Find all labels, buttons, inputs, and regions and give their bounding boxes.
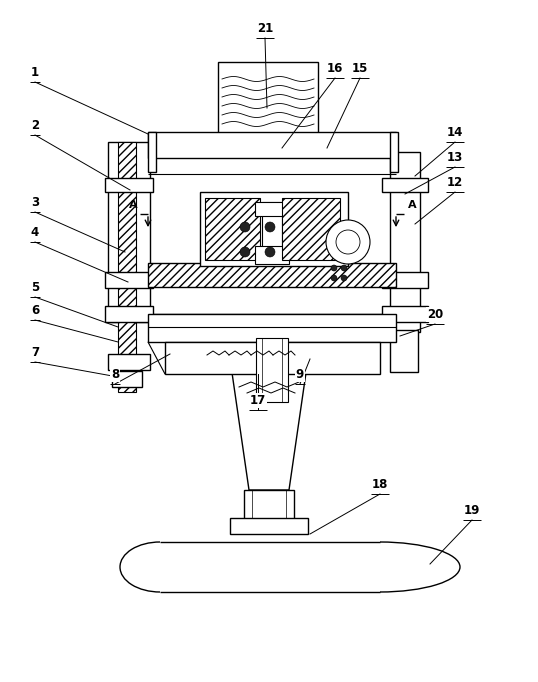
Bar (390, 152, 420, 332)
Text: 5: 5 (31, 281, 39, 294)
Bar (205, 198, 260, 260)
Bar (218, 62, 318, 134)
Circle shape (240, 222, 250, 232)
Text: 1: 1 (31, 66, 39, 79)
Text: 20: 20 (427, 308, 443, 321)
Bar (148, 154, 396, 314)
Text: 13: 13 (447, 151, 463, 164)
Bar (382, 178, 428, 192)
Bar (108, 142, 150, 322)
Bar (105, 178, 153, 192)
Circle shape (341, 265, 347, 271)
Bar (148, 314, 396, 342)
Bar (244, 490, 294, 520)
Text: 16: 16 (327, 62, 343, 75)
Text: 7: 7 (31, 346, 39, 359)
Text: 19: 19 (464, 504, 480, 517)
Bar (148, 132, 156, 172)
Circle shape (336, 230, 360, 254)
Bar (390, 330, 418, 372)
Polygon shape (300, 342, 348, 374)
Bar (390, 132, 398, 172)
Bar (382, 306, 428, 322)
Text: A: A (408, 200, 416, 210)
Bar (255, 246, 289, 264)
Bar (262, 202, 282, 252)
Bar (200, 192, 348, 266)
Bar (255, 202, 289, 216)
Bar (105, 306, 153, 322)
Bar (118, 142, 136, 392)
Circle shape (341, 275, 347, 281)
Circle shape (326, 220, 370, 264)
Text: 3: 3 (31, 196, 39, 209)
Text: 12: 12 (447, 176, 463, 189)
Circle shape (331, 265, 337, 271)
Text: 17: 17 (250, 394, 266, 407)
Text: 2: 2 (31, 119, 39, 132)
Text: 14: 14 (447, 126, 463, 139)
Text: 15: 15 (352, 62, 368, 75)
Bar (148, 263, 396, 287)
Text: 9: 9 (296, 368, 304, 381)
Circle shape (265, 247, 275, 257)
Bar (256, 338, 288, 402)
Bar (230, 518, 308, 534)
Circle shape (240, 247, 250, 257)
Circle shape (265, 222, 275, 232)
Bar (148, 132, 396, 158)
Text: A: A (129, 200, 137, 210)
Circle shape (331, 275, 337, 281)
Bar (382, 272, 428, 288)
Text: 6: 6 (31, 304, 39, 317)
Bar (112, 371, 142, 387)
Text: 18: 18 (372, 478, 388, 491)
Polygon shape (148, 342, 208, 374)
Bar (165, 342, 380, 374)
Text: 4: 4 (31, 226, 39, 239)
Text: 21: 21 (257, 22, 273, 35)
Bar (108, 354, 150, 370)
Polygon shape (229, 352, 309, 490)
Bar (105, 272, 153, 288)
Text: 8: 8 (111, 368, 119, 381)
Bar (282, 198, 340, 260)
